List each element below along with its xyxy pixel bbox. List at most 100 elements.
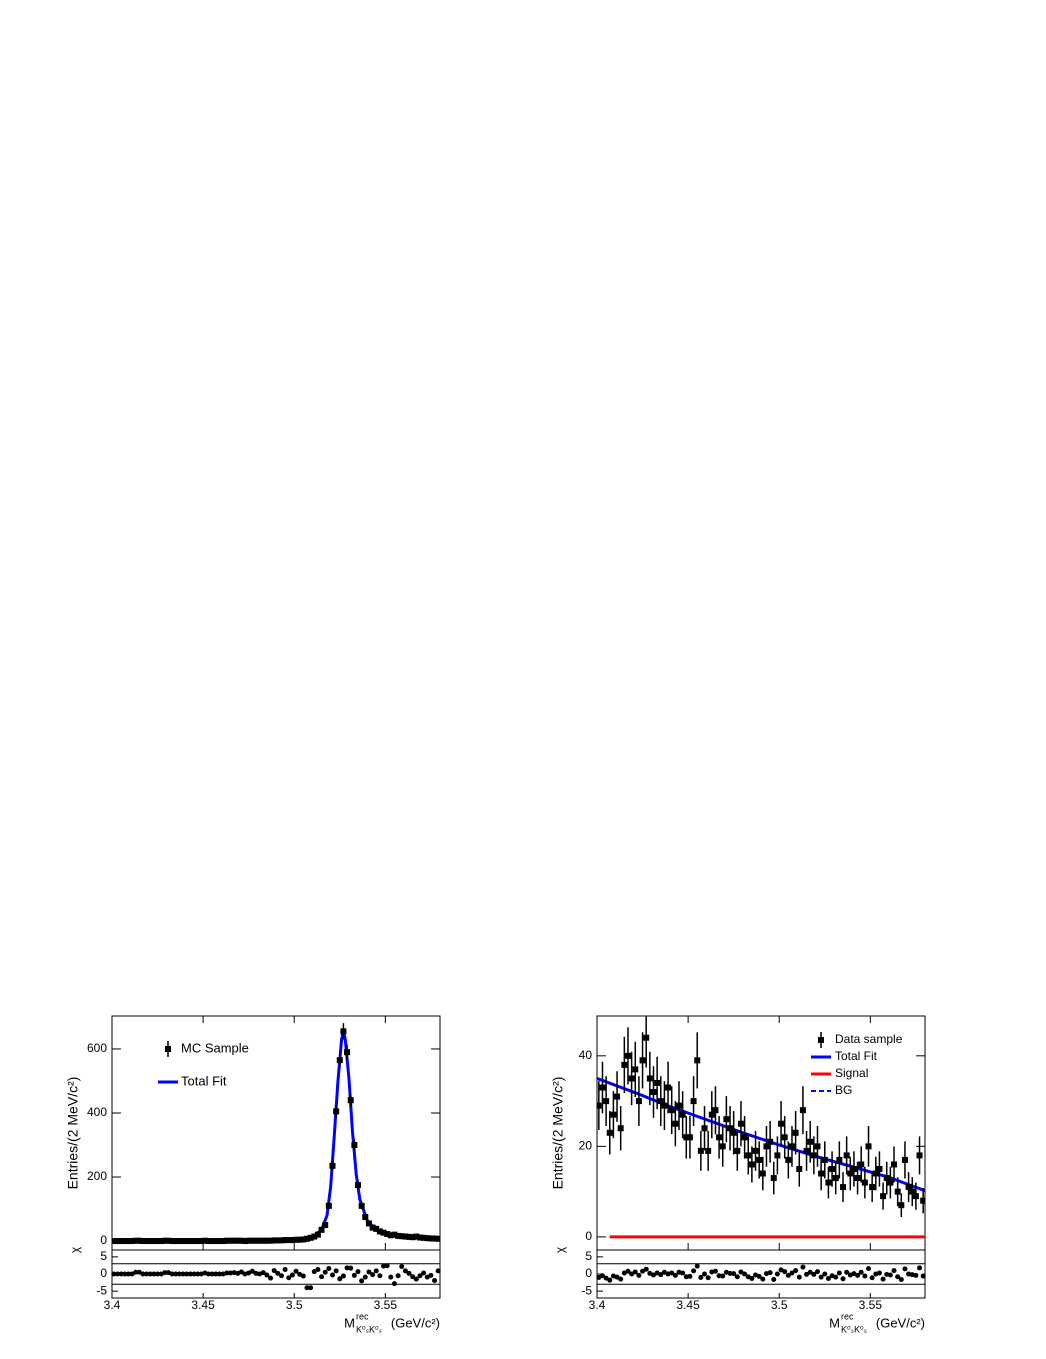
data-point <box>705 1147 712 1154</box>
y-tick-label: 200 <box>87 1169 107 1183</box>
data-point <box>756 1156 763 1163</box>
data-point <box>183 1238 190 1245</box>
data-point <box>632 1066 639 1073</box>
residual-point <box>326 1266 332 1272</box>
residual-point <box>428 1272 434 1278</box>
data-point <box>920 1197 925 1204</box>
data-point <box>912 1193 919 1200</box>
data-point <box>829 1165 836 1172</box>
data-point <box>267 1237 274 1244</box>
data-point <box>792 1129 799 1136</box>
data-point <box>194 1238 201 1245</box>
residual-point <box>618 1276 624 1282</box>
data-point <box>344 1049 351 1056</box>
residual-point <box>698 1274 704 1280</box>
residual-point <box>384 1263 390 1269</box>
residual-point <box>217 1271 223 1277</box>
residual-point <box>742 1271 748 1277</box>
data-point <box>617 1125 624 1132</box>
residual-point <box>421 1270 427 1276</box>
data-point <box>355 1182 361 1189</box>
x-axis-label: M <box>829 1315 840 1330</box>
residual-point <box>891 1268 897 1274</box>
data-point <box>293 1236 300 1243</box>
residual-point <box>432 1278 438 1284</box>
residual-point <box>118 1271 124 1277</box>
data-point <box>876 1165 883 1172</box>
data-point <box>676 1102 682 1109</box>
data-point <box>311 1233 318 1240</box>
residual-point <box>260 1270 266 1276</box>
residual-point <box>738 1269 744 1275</box>
data-point <box>129 1238 136 1245</box>
data-point <box>683 1134 690 1141</box>
residual-point <box>774 1271 780 1277</box>
legend-label: Data sample <box>835 1032 903 1046</box>
residual-y-tick-label: -5 <box>581 1283 592 1297</box>
data-point <box>409 1234 416 1241</box>
data-point <box>639 1057 646 1064</box>
data-point <box>220 1238 227 1245</box>
data-point <box>701 1125 708 1132</box>
data-point <box>296 1236 303 1243</box>
legend-label: Total Fit <box>181 1073 227 1088</box>
data-point <box>398 1233 405 1240</box>
x-tick-label: 3.4 <box>104 1298 121 1312</box>
data-point <box>650 1089 657 1096</box>
residual-point <box>359 1278 365 1284</box>
data-point <box>300 1236 307 1243</box>
residual-point <box>844 1269 850 1275</box>
residual-point <box>213 1271 219 1277</box>
data-point <box>763 1143 770 1150</box>
residual-point <box>147 1271 153 1277</box>
data-point <box>909 1188 916 1195</box>
residual-point <box>869 1275 875 1281</box>
data-point <box>340 1028 347 1035</box>
data-point <box>883 1175 890 1182</box>
data-point <box>850 1165 857 1172</box>
data-point <box>380 1229 387 1236</box>
data-point <box>165 1237 172 1244</box>
residual-point <box>807 1269 813 1275</box>
data-point <box>329 1162 336 1169</box>
data-point <box>198 1238 205 1245</box>
residual-point <box>796 1274 802 1280</box>
residual-point <box>329 1272 335 1278</box>
data-point <box>212 1238 219 1245</box>
residual-point <box>603 1275 609 1281</box>
residual-y-tick-label: 0 <box>585 1266 592 1280</box>
data-point <box>260 1237 267 1244</box>
residual-point <box>789 1270 795 1276</box>
residual-point <box>643 1266 649 1272</box>
y-tick-label: 0 <box>585 1229 592 1243</box>
data-point <box>887 1179 894 1186</box>
residual-y-label: χ <box>68 1246 82 1253</box>
residual-point <box>293 1268 299 1274</box>
x-axis-label: (GeV/c²) <box>391 1315 440 1330</box>
x-tick-label: 3.55 <box>374 1298 398 1312</box>
residual-point <box>862 1273 868 1279</box>
data-point <box>679 1111 686 1118</box>
data-point <box>891 1161 898 1168</box>
residual-point <box>373 1268 379 1274</box>
residual-point <box>308 1285 314 1291</box>
data-point <box>606 1129 613 1136</box>
data-point <box>223 1237 230 1244</box>
legend-label: MC Sample <box>181 1040 249 1055</box>
residual-point <box>767 1270 773 1276</box>
residual-point <box>388 1274 394 1280</box>
legend-label: Total Fit <box>835 1049 878 1063</box>
data-point <box>610 1111 617 1118</box>
data-point <box>898 1202 905 1209</box>
data-point <box>158 1238 165 1245</box>
data-point <box>234 1237 241 1244</box>
residual-point <box>658 1272 664 1278</box>
residual-point <box>607 1277 613 1283</box>
x-axis-label: rec <box>356 1311 369 1321</box>
data-point <box>252 1237 259 1244</box>
residual-point <box>209 1271 215 1277</box>
legend-marker <box>818 1037 824 1043</box>
residual-point <box>913 1272 919 1278</box>
